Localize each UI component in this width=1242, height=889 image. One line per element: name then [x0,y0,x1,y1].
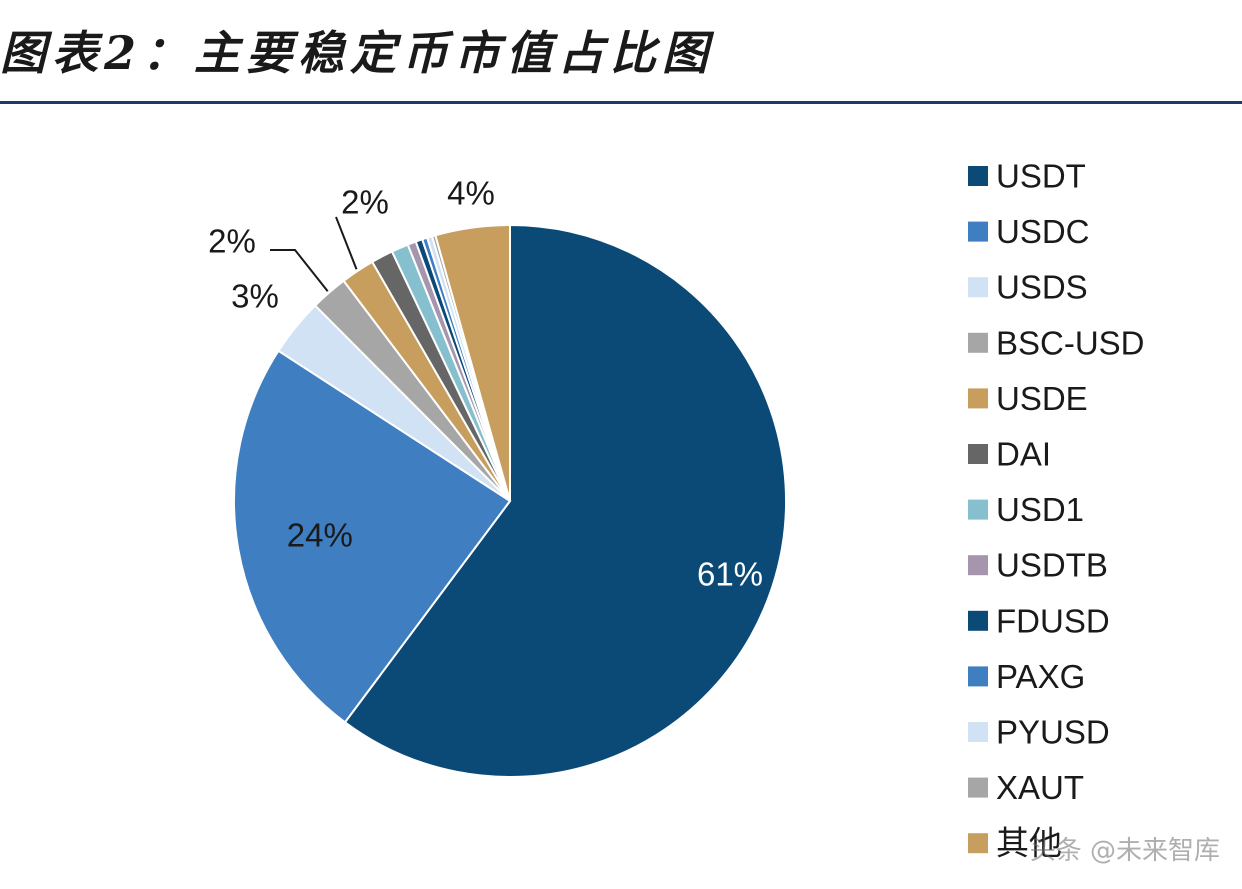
pie-slice-item-12 [434,223,511,502]
data-label-usdt: 61% [697,556,763,593]
legend-swatch-bsc-usd [968,332,988,353]
legend-swatch-paxg [968,666,988,687]
legend-swatch-dai [968,444,988,464]
legend-swatch-usdtb [968,555,988,576]
leader-lines [270,216,358,292]
data-label-item-12: 4% [447,175,495,212]
legend-swatch-pyusd [968,722,988,742]
legend: USDT USDC USDS BSC-USD USDE DAI USD1 USDTB FDUSD… [968,158,1145,862]
legend-swatch-usde [968,388,988,409]
legend-label-usds: USDS [996,269,1088,306]
leader-line-usde [335,216,358,270]
legend-label-dai: DAI [996,436,1051,473]
data-labels: 61% 24% 3% 2% 2% 4% [208,175,763,593]
data-label-usde: 2% [341,184,389,221]
legend-label-pyusd: PYUSD [996,714,1110,751]
legend-label-paxg: PAXG [996,658,1085,695]
legend-label-bsc-usd: BSC-USD [996,324,1145,361]
pie-slices [233,223,787,778]
legend-swatch-item-12 [968,833,988,854]
legend-label-item-12: 其他 [996,825,1062,862]
title-divider [0,101,1242,104]
legend-label-usdt: USDT [996,158,1086,195]
legend-label-usde: USDE [996,380,1088,417]
legend-swatch-usd1 [968,499,988,520]
legend-swatch-usdt [968,166,988,186]
legend-label-usdc: USDC [996,213,1090,250]
pie-slice-usdc [233,349,512,724]
legend-label-fdusd: FDUSD [996,602,1110,639]
legend-swatch-usdc [968,221,988,242]
data-label-usds: 3% [231,278,279,315]
legend-swatch-xaut [968,777,988,798]
data-label-usdc: 24% [287,517,353,554]
legend-label-usd1: USD1 [996,491,1084,528]
legend-label-xaut: XAUT [996,769,1084,806]
legend-swatch-usds [968,277,988,298]
page-title: 图表2：主要稳定币市值占比图 [0,26,715,80]
legend-swatch-fdusd [968,610,988,631]
leader-line-bsc-usd [270,249,329,292]
legend-label-usdtb: USDTB [996,547,1108,584]
pie-slice-usdt [343,223,787,778]
data-label-bsc-usd: 2% [208,223,256,260]
watermark: 头条 @未来智库 [1029,836,1220,866]
